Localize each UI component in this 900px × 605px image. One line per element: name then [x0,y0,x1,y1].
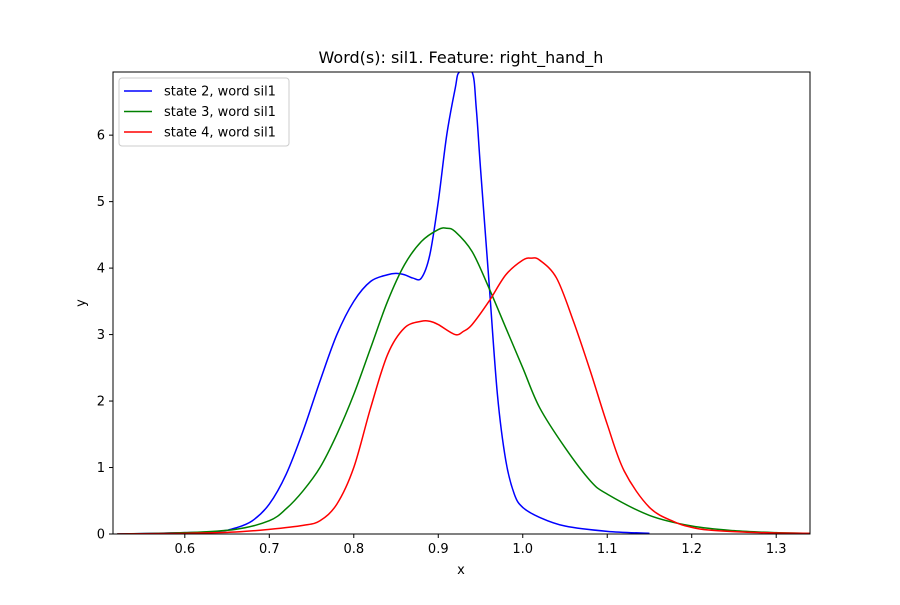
y-tick-label: 6 [97,129,105,144]
x-tick-label: 1.0 [512,542,533,557]
legend: state 2, word sil1 state 3, word sil1 stat… [118,77,290,147]
y-tick-label: 3 [97,328,105,343]
legend-label: state 4, word sil1 [164,126,276,141]
x-tick-label: 0.7 [259,542,280,557]
plot-frame [112,71,811,535]
chart-title: Word(s): sil1. Feature: right_hand_h [319,48,604,68]
x-tick-label: 0.8 [343,542,364,557]
x-tick-label: 1.2 [681,542,702,557]
y-tick-label: 4 [97,262,105,277]
series-line-4 [117,257,810,534]
series-layer [117,72,810,534]
x-axis-ticks: 0.6 0.7 0.8 0.9 1.0 1.1 1.2 1.3 [174,534,787,557]
legend-label: state 3, word sil1 [164,105,276,120]
y-tick-label: 1 [97,461,105,476]
x-tick-label: 0.6 [174,542,195,557]
x-axis-label: x [457,563,465,578]
y-axis-label: y [74,299,89,307]
y-tick-label: 0 [97,528,105,543]
series-line-2 [117,72,650,534]
series-line-3 [117,227,810,534]
x-tick-label: 1.1 [597,542,618,557]
y-tick-label: 5 [97,195,105,210]
legend-box [118,77,290,147]
legend-label: state 2, word sil1 [164,85,276,100]
y-axis-ticks: 0 1 2 3 4 5 6 [97,129,113,543]
x-tick-label: 0.9 [428,542,449,557]
y-tick-label: 2 [97,395,105,410]
x-tick-label: 1.3 [766,542,787,557]
